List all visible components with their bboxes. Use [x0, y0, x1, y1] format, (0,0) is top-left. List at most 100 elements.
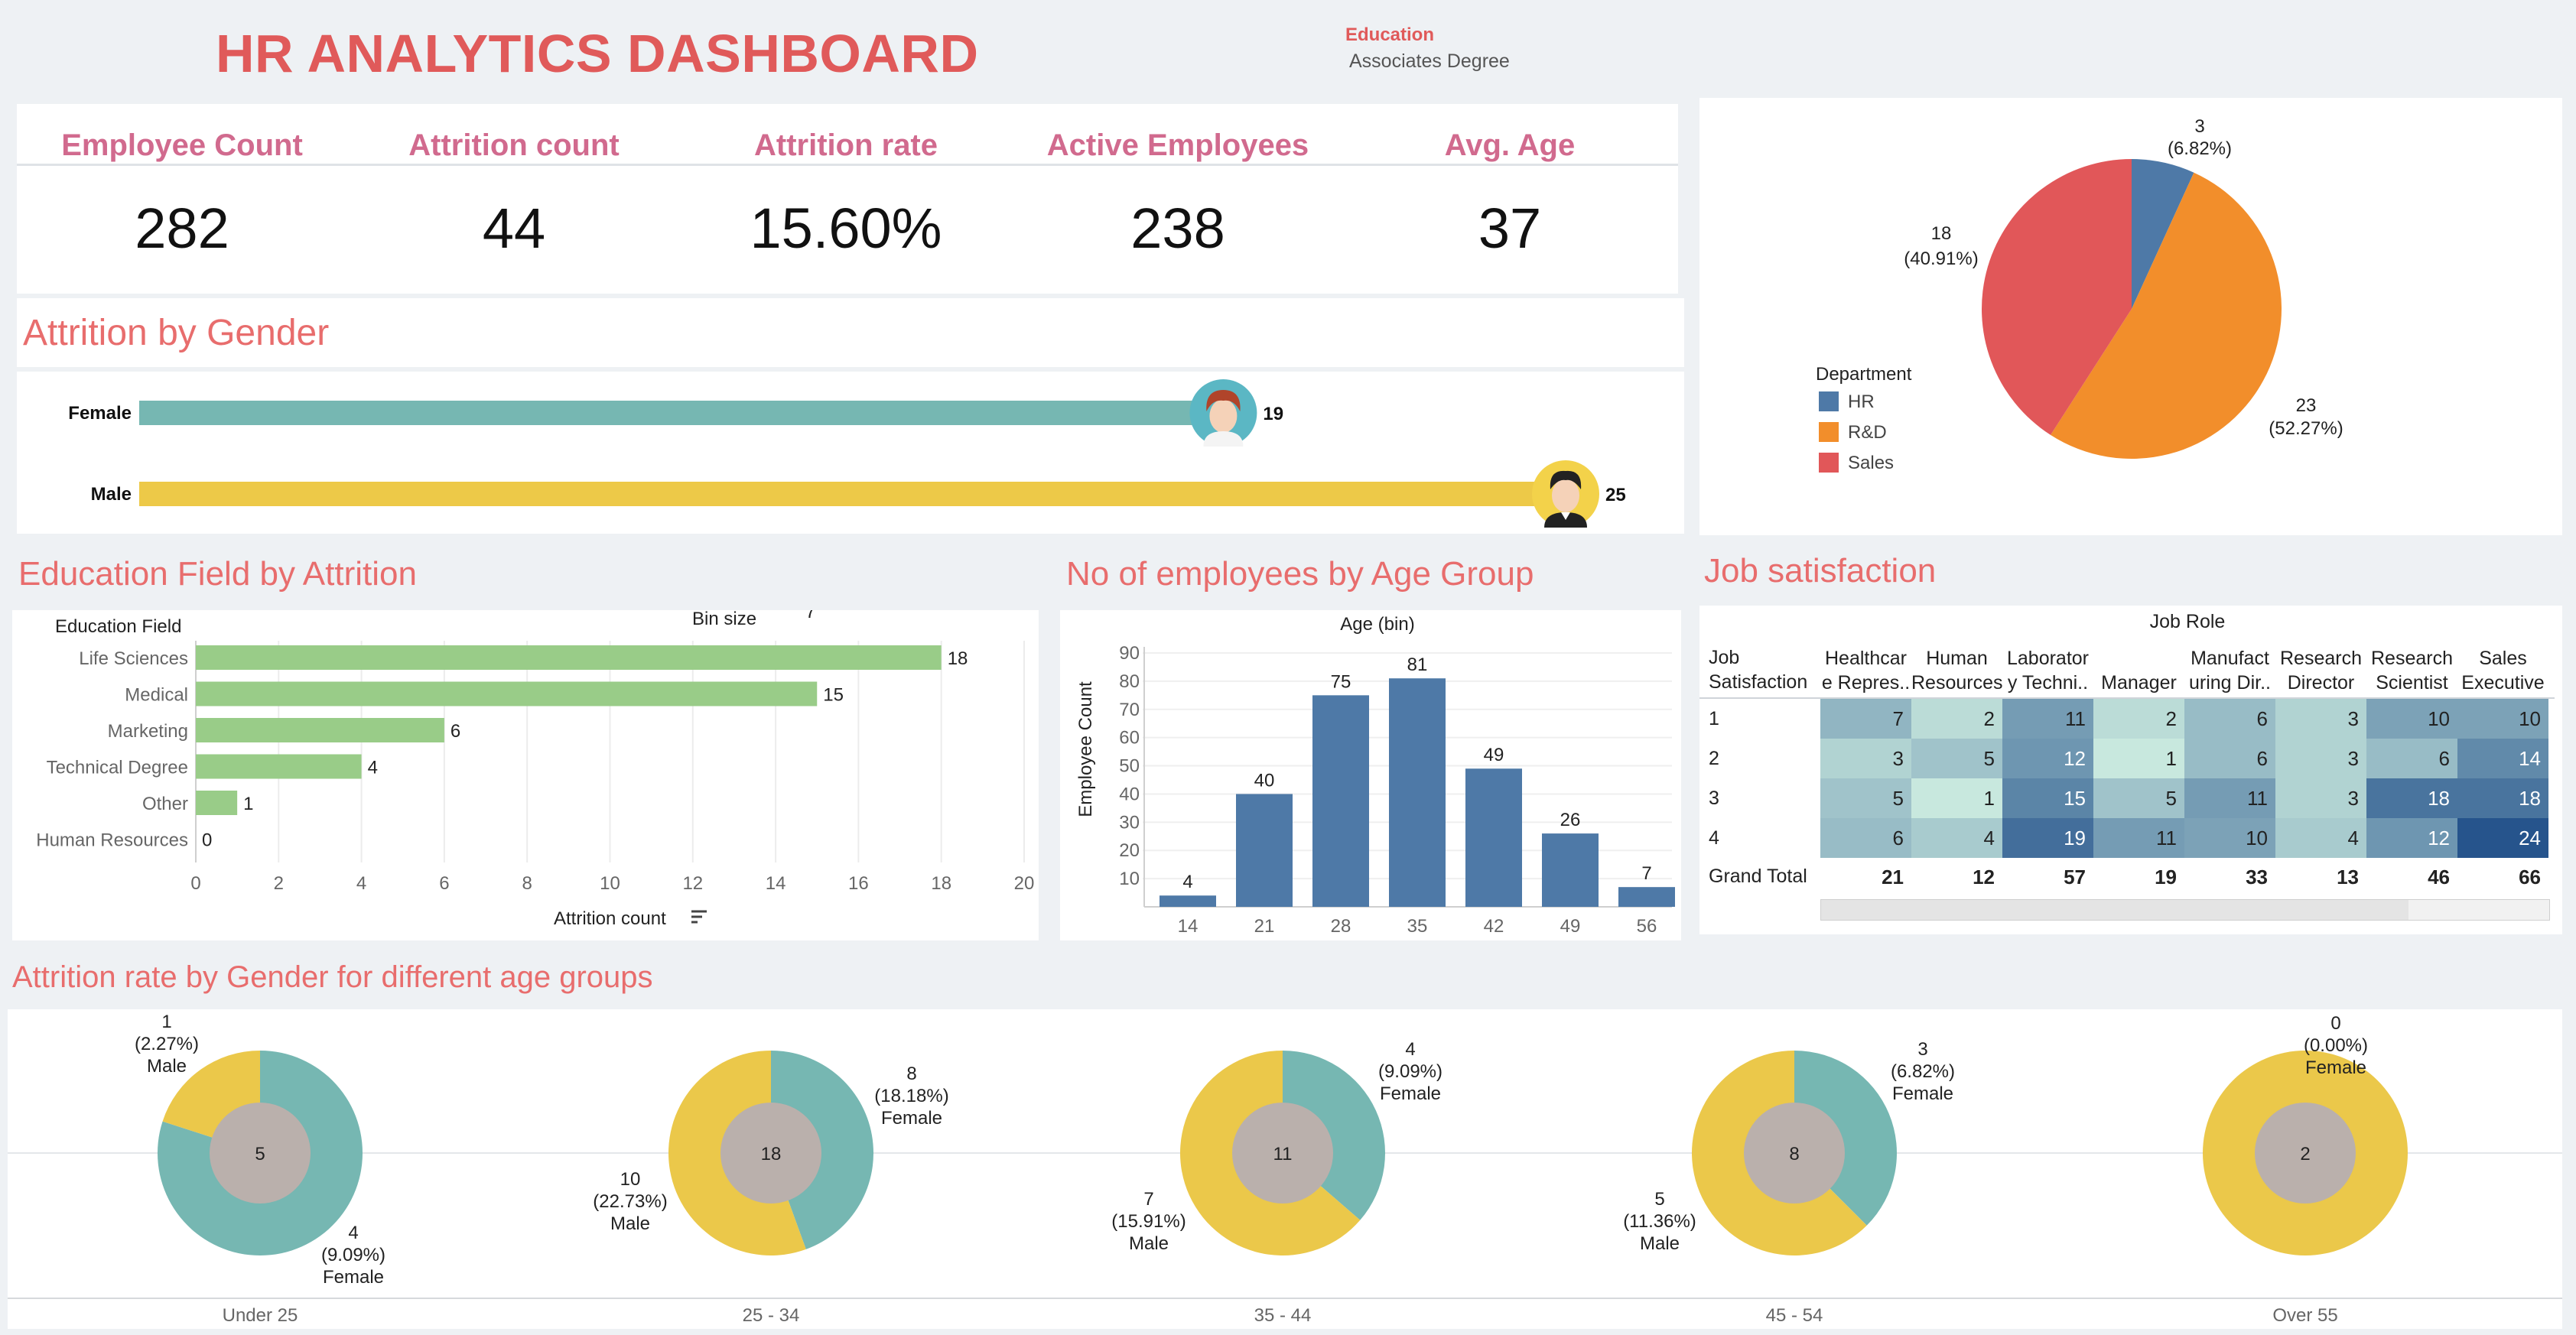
- heatmap-cell[interactable]: 2: [1911, 699, 2002, 739]
- age-group-bar[interactable]: [1236, 794, 1293, 907]
- edu-field-label: Other: [142, 794, 188, 814]
- heatmap-cell[interactable]: 6: [2184, 739, 2275, 778]
- heatmap-cell[interactable]: 4: [2275, 818, 2366, 858]
- heatmap-cell[interactable]: 1: [1911, 778, 2002, 818]
- heatmap-cell[interactable]: 24: [2457, 818, 2548, 858]
- bin-size-value[interactable]: 7: [805, 610, 815, 622]
- female-bar[interactable]: [139, 401, 1224, 425]
- edu-field-bar-value: 6: [450, 721, 460, 742]
- legend-swatch-sales: [1819, 453, 1839, 473]
- heatmap-cell[interactable]: 10: [2184, 818, 2275, 858]
- heatmap-cell[interactable]: 18: [2457, 778, 2548, 818]
- gender-chart-panel: [17, 372, 1684, 534]
- heatmap-cell[interactable]: 11: [2184, 778, 2275, 818]
- age-group-bar[interactable]: [1542, 833, 1599, 907]
- job-role-column-header: Research: [2371, 648, 2453, 669]
- legend-label-hr[interactable]: HR: [1848, 391, 1875, 412]
- heatmap-scrollbar[interactable]: [1820, 899, 2550, 921]
- job-role-header: Job Role: [2149, 611, 2226, 632]
- age-group-title: No of employees by Age Group: [1066, 555, 1534, 593]
- edu-field-bar[interactable]: [196, 718, 444, 742]
- age-group-bar-value: 75: [1331, 671, 1351, 692]
- age-bin-header: Age (bin): [1340, 614, 1414, 635]
- job-role-column-header: Scientist: [2376, 672, 2448, 693]
- heatmap-cell[interactable]: 6: [2366, 739, 2457, 778]
- dept-pie-slice[interactable]: [2051, 172, 2282, 460]
- job-sat-row-label: 3: [1709, 788, 1719, 809]
- dept-slice-label: (6.82%): [2168, 138, 2232, 159]
- heatmap-cell[interactable]: 3: [2275, 778, 2366, 818]
- donut-male-label: Male: [1129, 1233, 1169, 1254]
- edu-field-bar[interactable]: [196, 754, 362, 779]
- age-group-bar[interactable]: [1389, 678, 1446, 907]
- heatmap-cell[interactable]: 2: [2093, 699, 2184, 739]
- heatmap-cell[interactable]: 3: [2275, 699, 2366, 739]
- kpi-attrition-count-value: 44: [482, 197, 546, 260]
- age-group-bar[interactable]: [1312, 695, 1369, 907]
- grand-total-value: 33: [2246, 866, 2268, 888]
- dept-pie-slice[interactable]: [2132, 159, 2194, 309]
- legend-label-sales[interactable]: Sales: [1848, 453, 1895, 473]
- heatmap-cell[interactable]: 6: [2184, 699, 2275, 739]
- edu-field-bar[interactable]: [196, 645, 942, 670]
- heatmap-cell[interactable]: 10: [2366, 699, 2457, 739]
- donut-female-slice[interactable]: [1794, 1051, 1897, 1226]
- education-filter-value[interactable]: Associates Degree: [1349, 50, 1510, 72]
- donut-female-label: (9.09%): [321, 1245, 385, 1265]
- male-bar[interactable]: [139, 482, 1566, 506]
- heatmap-cell[interactable]: 5: [1820, 778, 1911, 818]
- age-x-tick: 56: [1637, 916, 1657, 937]
- heatmap-cell[interactable]: 3: [2275, 739, 2366, 778]
- job-role-column-header: e Repres..: [1821, 672, 1911, 693]
- grand-total-value: 57: [2064, 866, 2086, 888]
- heatmap-scrollbar-thumb[interactable]: [1821, 900, 2408, 920]
- heatmap-cell[interactable]: 12: [2002, 739, 2093, 778]
- job-role-column-header: y Techni..: [2007, 672, 2089, 693]
- grand-total-value: 13: [2337, 866, 2359, 888]
- heatmap-cell[interactable]: 5: [1911, 739, 2002, 778]
- job-role-column-header: Healthcar: [1825, 648, 1907, 669]
- heatmap-cell[interactable]: 11: [2093, 818, 2184, 858]
- edu-field-bar[interactable]: [196, 681, 818, 706]
- sort-icon[interactable]: [691, 910, 707, 924]
- heatmap-cell[interactable]: 4: [1911, 818, 2002, 858]
- donut-female-slice[interactable]: [1283, 1051, 1385, 1220]
- job-sat-row-label: 1: [1709, 708, 1719, 729]
- age-group-bar[interactable]: [1160, 895, 1216, 907]
- job-role-column-header: uring Dir..: [2189, 672, 2271, 693]
- donut-center: [720, 1103, 821, 1203]
- heatmap-cell[interactable]: 7: [1820, 699, 1911, 739]
- heatmap-cell[interactable]: 12: [2366, 818, 2457, 858]
- heatmap-cell[interactable]: 19: [2002, 818, 2093, 858]
- kpi-employee-count-label: Employee Count: [61, 128, 303, 162]
- heatmap-cell[interactable]: 18: [2366, 778, 2457, 818]
- grand-total-value: 19: [2155, 866, 2177, 888]
- heatmap-cell[interactable]: 5: [2093, 778, 2184, 818]
- job-sat-row-label: 4: [1709, 827, 1719, 849]
- age-y-tick: 80: [1119, 671, 1140, 692]
- heatmap-cell[interactable]: 1: [2093, 739, 2184, 778]
- donut-female-label: 4: [348, 1223, 358, 1243]
- age-group-bar[interactable]: [1465, 768, 1522, 907]
- age-y-tick: 20: [1119, 840, 1140, 861]
- heatmap-cell[interactable]: 15: [2002, 778, 2093, 818]
- heatmap-cell[interactable]: 3: [1820, 739, 1911, 778]
- edu-field-title: Education Field by Attrition: [18, 555, 417, 593]
- dept-slice-label: 23: [2296, 395, 2317, 416]
- age-group-label: Over 55: [2272, 1305, 2337, 1326]
- donut-female-slice[interactable]: [771, 1051, 873, 1249]
- donut-center: [2255, 1103, 2356, 1203]
- heatmap-cell[interactable]: 6: [1820, 818, 1911, 858]
- age-x-tick: 42: [1484, 916, 1504, 937]
- heatmap-cell[interactable]: 10: [2457, 699, 2548, 739]
- heatmap-cell[interactable]: 11: [2002, 699, 2093, 739]
- edu-x-tick: 12: [682, 873, 703, 894]
- dashboard-title: HR ANALYTICS DASHBOARD: [216, 24, 979, 83]
- donuts-section-title: Attrition rate by Gender for different a…: [12, 960, 653, 994]
- legend-label-rd[interactable]: R&D: [1848, 422, 1887, 443]
- heatmap-cell[interactable]: 14: [2457, 739, 2548, 778]
- dept-pie-slice[interactable]: [1982, 159, 2132, 435]
- job-sat-row-label: 2: [1709, 748, 1719, 769]
- age-group-bar[interactable]: [1618, 887, 1675, 907]
- edu-field-bar[interactable]: [196, 791, 238, 815]
